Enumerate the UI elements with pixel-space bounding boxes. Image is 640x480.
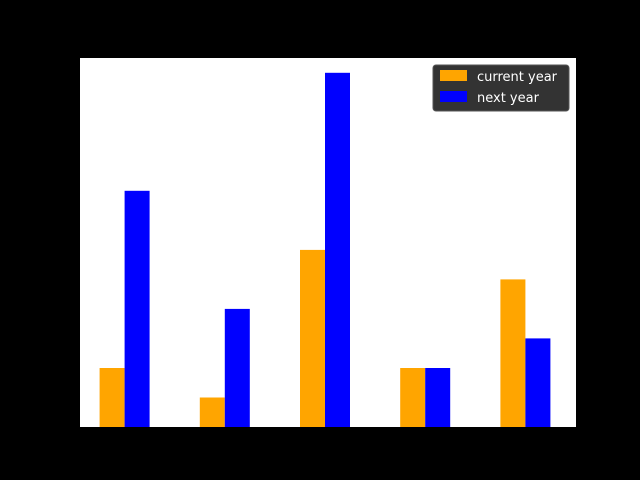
bar-current-year-3 (300, 249, 325, 427)
legend-label-current-year: current year (477, 70, 558, 85)
bar-current-year-1 (99, 368, 125, 427)
bar-next-year-4 (425, 368, 451, 427)
bar-next-year-1 (124, 190, 150, 427)
bar-current-year-4 (400, 368, 426, 427)
bar-current-year-5 (500, 279, 526, 427)
bar-next-year-3 (325, 72, 350, 428)
bar-next-year-5 (525, 338, 551, 427)
legend: current year next year (432, 64, 570, 112)
bars-group (99, 72, 551, 428)
legend-swatch-current-year (440, 70, 467, 81)
legend-swatch-next-year (440, 91, 467, 102)
bar-next-year-2 (224, 308, 250, 427)
bar-current-year-2 (199, 397, 225, 427)
legend-label-next-year: next year (477, 91, 540, 106)
